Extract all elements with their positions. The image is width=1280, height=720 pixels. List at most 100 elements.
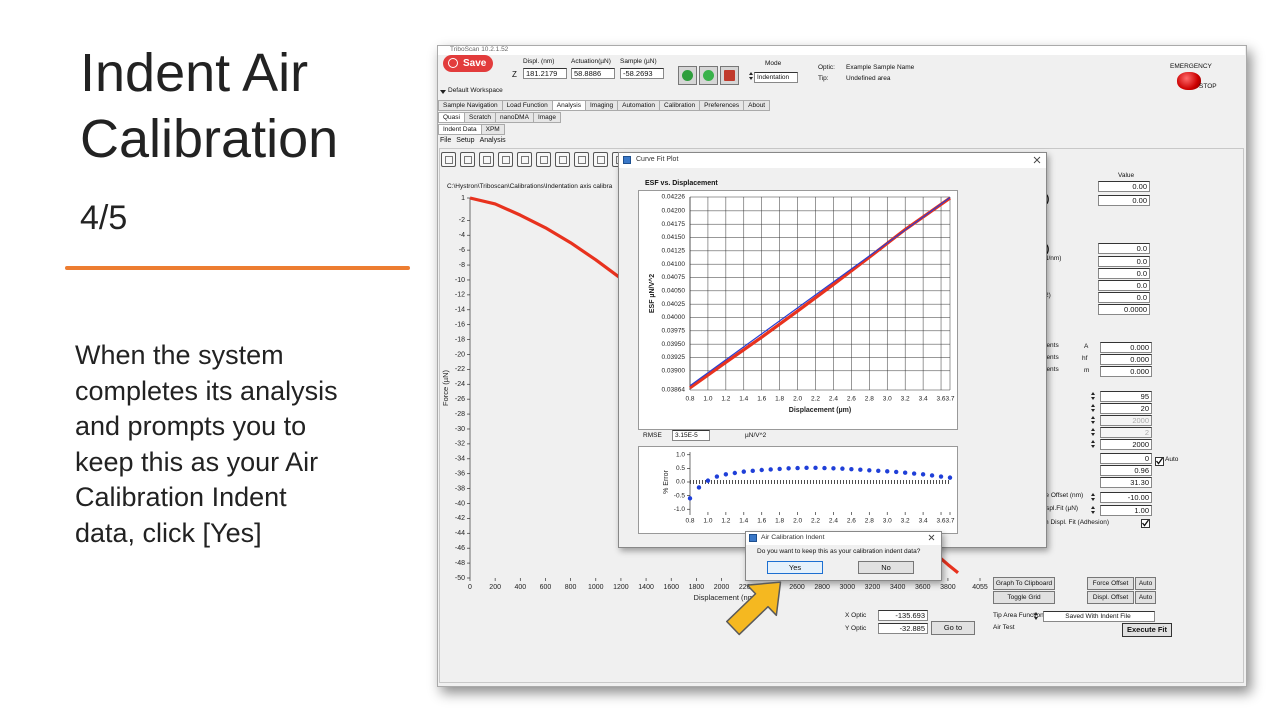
air-dialog-title: Air Calibration Indent xyxy=(761,534,825,541)
optic-value: Example Sample Name xyxy=(846,64,915,71)
spin-arrows xyxy=(1091,433,1095,436)
toolbar-button[interactable] xyxy=(593,152,608,167)
toolbar-button[interactable] xyxy=(517,152,532,167)
checkbox[interactable] xyxy=(1155,457,1164,466)
y-optic-label: Y Optic xyxy=(845,625,867,632)
toolbar-glyph xyxy=(502,156,510,164)
tab-row: Quasi Scratch nanoDMA Image xyxy=(438,112,562,123)
grid-button[interactable]: Toggle Grid xyxy=(993,591,1055,604)
readout-value: 181.2179 xyxy=(523,68,567,79)
spin-arrows xyxy=(1091,511,1095,514)
tab[interactable]: About xyxy=(743,100,771,111)
air-dialog-message: Do you want to keep this as your calibra… xyxy=(757,548,921,555)
body-line: and prompts you to xyxy=(75,411,307,441)
divider xyxy=(65,266,410,270)
execute-fit-button[interactable]: Execute Fit xyxy=(1122,623,1172,637)
readout-value: -58.2693 xyxy=(620,68,664,79)
tab[interactable]: Indent Data xyxy=(438,124,482,135)
field-value: 2000 xyxy=(1100,415,1152,426)
spin-arrows xyxy=(1091,404,1095,407)
x-optic-label: X Optic xyxy=(845,612,867,619)
tab[interactable]: Image xyxy=(532,112,562,123)
tab[interactable]: Load Function xyxy=(501,100,553,111)
app-title: TriboScan 10.2.1.52 xyxy=(450,46,509,53)
menu-item[interactable]: Analysis xyxy=(479,137,506,144)
nav-button[interactable] xyxy=(699,66,718,85)
slide-step: 4/5 xyxy=(80,199,128,237)
field-value: 0.000 xyxy=(1100,366,1152,377)
curve-fit-title: Curve Fit Plot xyxy=(636,156,679,163)
field-value: 95 xyxy=(1100,391,1152,402)
emergency-label: EMERGENCY xyxy=(1170,63,1212,70)
field-label: µN/nm) xyxy=(1040,255,1062,262)
tab[interactable]: Preferences xyxy=(699,100,745,111)
spin-arrows xyxy=(1091,506,1095,509)
displ-auto-button[interactable]: Auto xyxy=(1135,591,1156,604)
spin-arrows xyxy=(1034,612,1038,615)
tab[interactable]: XPM xyxy=(480,124,505,135)
tab[interactable]: Scratch xyxy=(463,112,497,123)
tab[interactable]: Quasi xyxy=(438,112,465,123)
spin-arrows xyxy=(1091,409,1095,412)
tip-area-label: Tip Area Function xyxy=(993,612,1044,619)
nav-button[interactable] xyxy=(678,66,697,85)
body-line: data, click [Yes] xyxy=(75,517,262,548)
workspace-dropdown[interactable] xyxy=(440,90,446,94)
tab[interactable]: nanoDMA xyxy=(495,112,534,123)
rmse-value: 3.15E-5 xyxy=(672,430,710,441)
save-button[interactable]: Save xyxy=(443,55,493,72)
toolbar-button[interactable] xyxy=(479,152,494,167)
goto-button[interactable]: Go to xyxy=(931,621,975,635)
checkbox[interactable] xyxy=(1141,519,1150,528)
error-panel xyxy=(638,446,958,534)
force-offset-button[interactable]: Force Offset xyxy=(1087,577,1134,590)
tab[interactable]: Sample Navigation xyxy=(438,100,503,111)
curve-fit-title-bar xyxy=(619,153,1046,168)
tab[interactable]: Calibration xyxy=(659,100,701,111)
toolbar-button[interactable] xyxy=(555,152,570,167)
tab[interactable]: Automation xyxy=(617,100,660,111)
field-value: 0.0000 xyxy=(1098,304,1150,315)
toolbar-button[interactable] xyxy=(536,152,551,167)
tab-row: Sample Navigation Load Function Analysis Im… xyxy=(438,100,771,111)
body-line: Calibration Indent xyxy=(75,482,287,512)
toolbar-button[interactable] xyxy=(498,152,513,167)
nav-icon xyxy=(724,70,735,81)
graph-button[interactable]: Graph To Clipboard xyxy=(993,577,1055,590)
field-value: 0.00 xyxy=(1098,181,1150,192)
yes-button[interactable]: Yes xyxy=(767,561,823,574)
rmse-label: RMSE xyxy=(643,432,662,439)
menu-item[interactable]: Setup xyxy=(456,137,475,144)
field-value: 0.0 xyxy=(1098,292,1150,303)
force-auto-button[interactable]: Auto xyxy=(1135,577,1156,590)
emergency-stop-icon[interactable] xyxy=(1177,72,1201,90)
field-value: 0.0 xyxy=(1098,280,1150,291)
y-optic-value: -32.885 xyxy=(878,623,928,634)
save-icon xyxy=(448,58,458,68)
tab[interactable]: Analysis xyxy=(551,100,586,111)
tab[interactable]: Imaging xyxy=(584,100,619,111)
toolbar-glyph xyxy=(521,156,529,164)
no-button[interactable]: No xyxy=(858,561,914,574)
toolbar-button[interactable] xyxy=(574,152,589,167)
toolbar-button[interactable] xyxy=(460,152,475,167)
nav-button[interactable] xyxy=(720,66,739,85)
field-value: 0.00 xyxy=(1098,195,1150,206)
nav-icon xyxy=(703,70,714,81)
field-value: -10.00 xyxy=(1100,492,1152,503)
stop-label: STOP xyxy=(1199,83,1217,90)
x-optic-value: -135.693 xyxy=(878,610,928,621)
slide-body: When the system completes its analysis and… xyxy=(75,338,338,551)
field-value: 20 xyxy=(1100,403,1152,414)
toolbar-glyph xyxy=(483,156,491,164)
field-label: Displ.Fit (µN) xyxy=(1040,505,1079,512)
tip-value: Undefined area xyxy=(846,75,891,82)
workspace: Default Workspace xyxy=(448,87,503,94)
toolbar-button[interactable] xyxy=(441,152,456,167)
spin-arrows xyxy=(1091,416,1095,419)
air-test-label: Air Test xyxy=(993,624,1015,631)
field-label: ients xyxy=(1045,366,1059,373)
body-line: keep this as your Air xyxy=(75,446,319,477)
menu-item[interactable]: File xyxy=(440,137,452,144)
displ-offset-button[interactable]: Displ. Offset xyxy=(1087,591,1134,604)
